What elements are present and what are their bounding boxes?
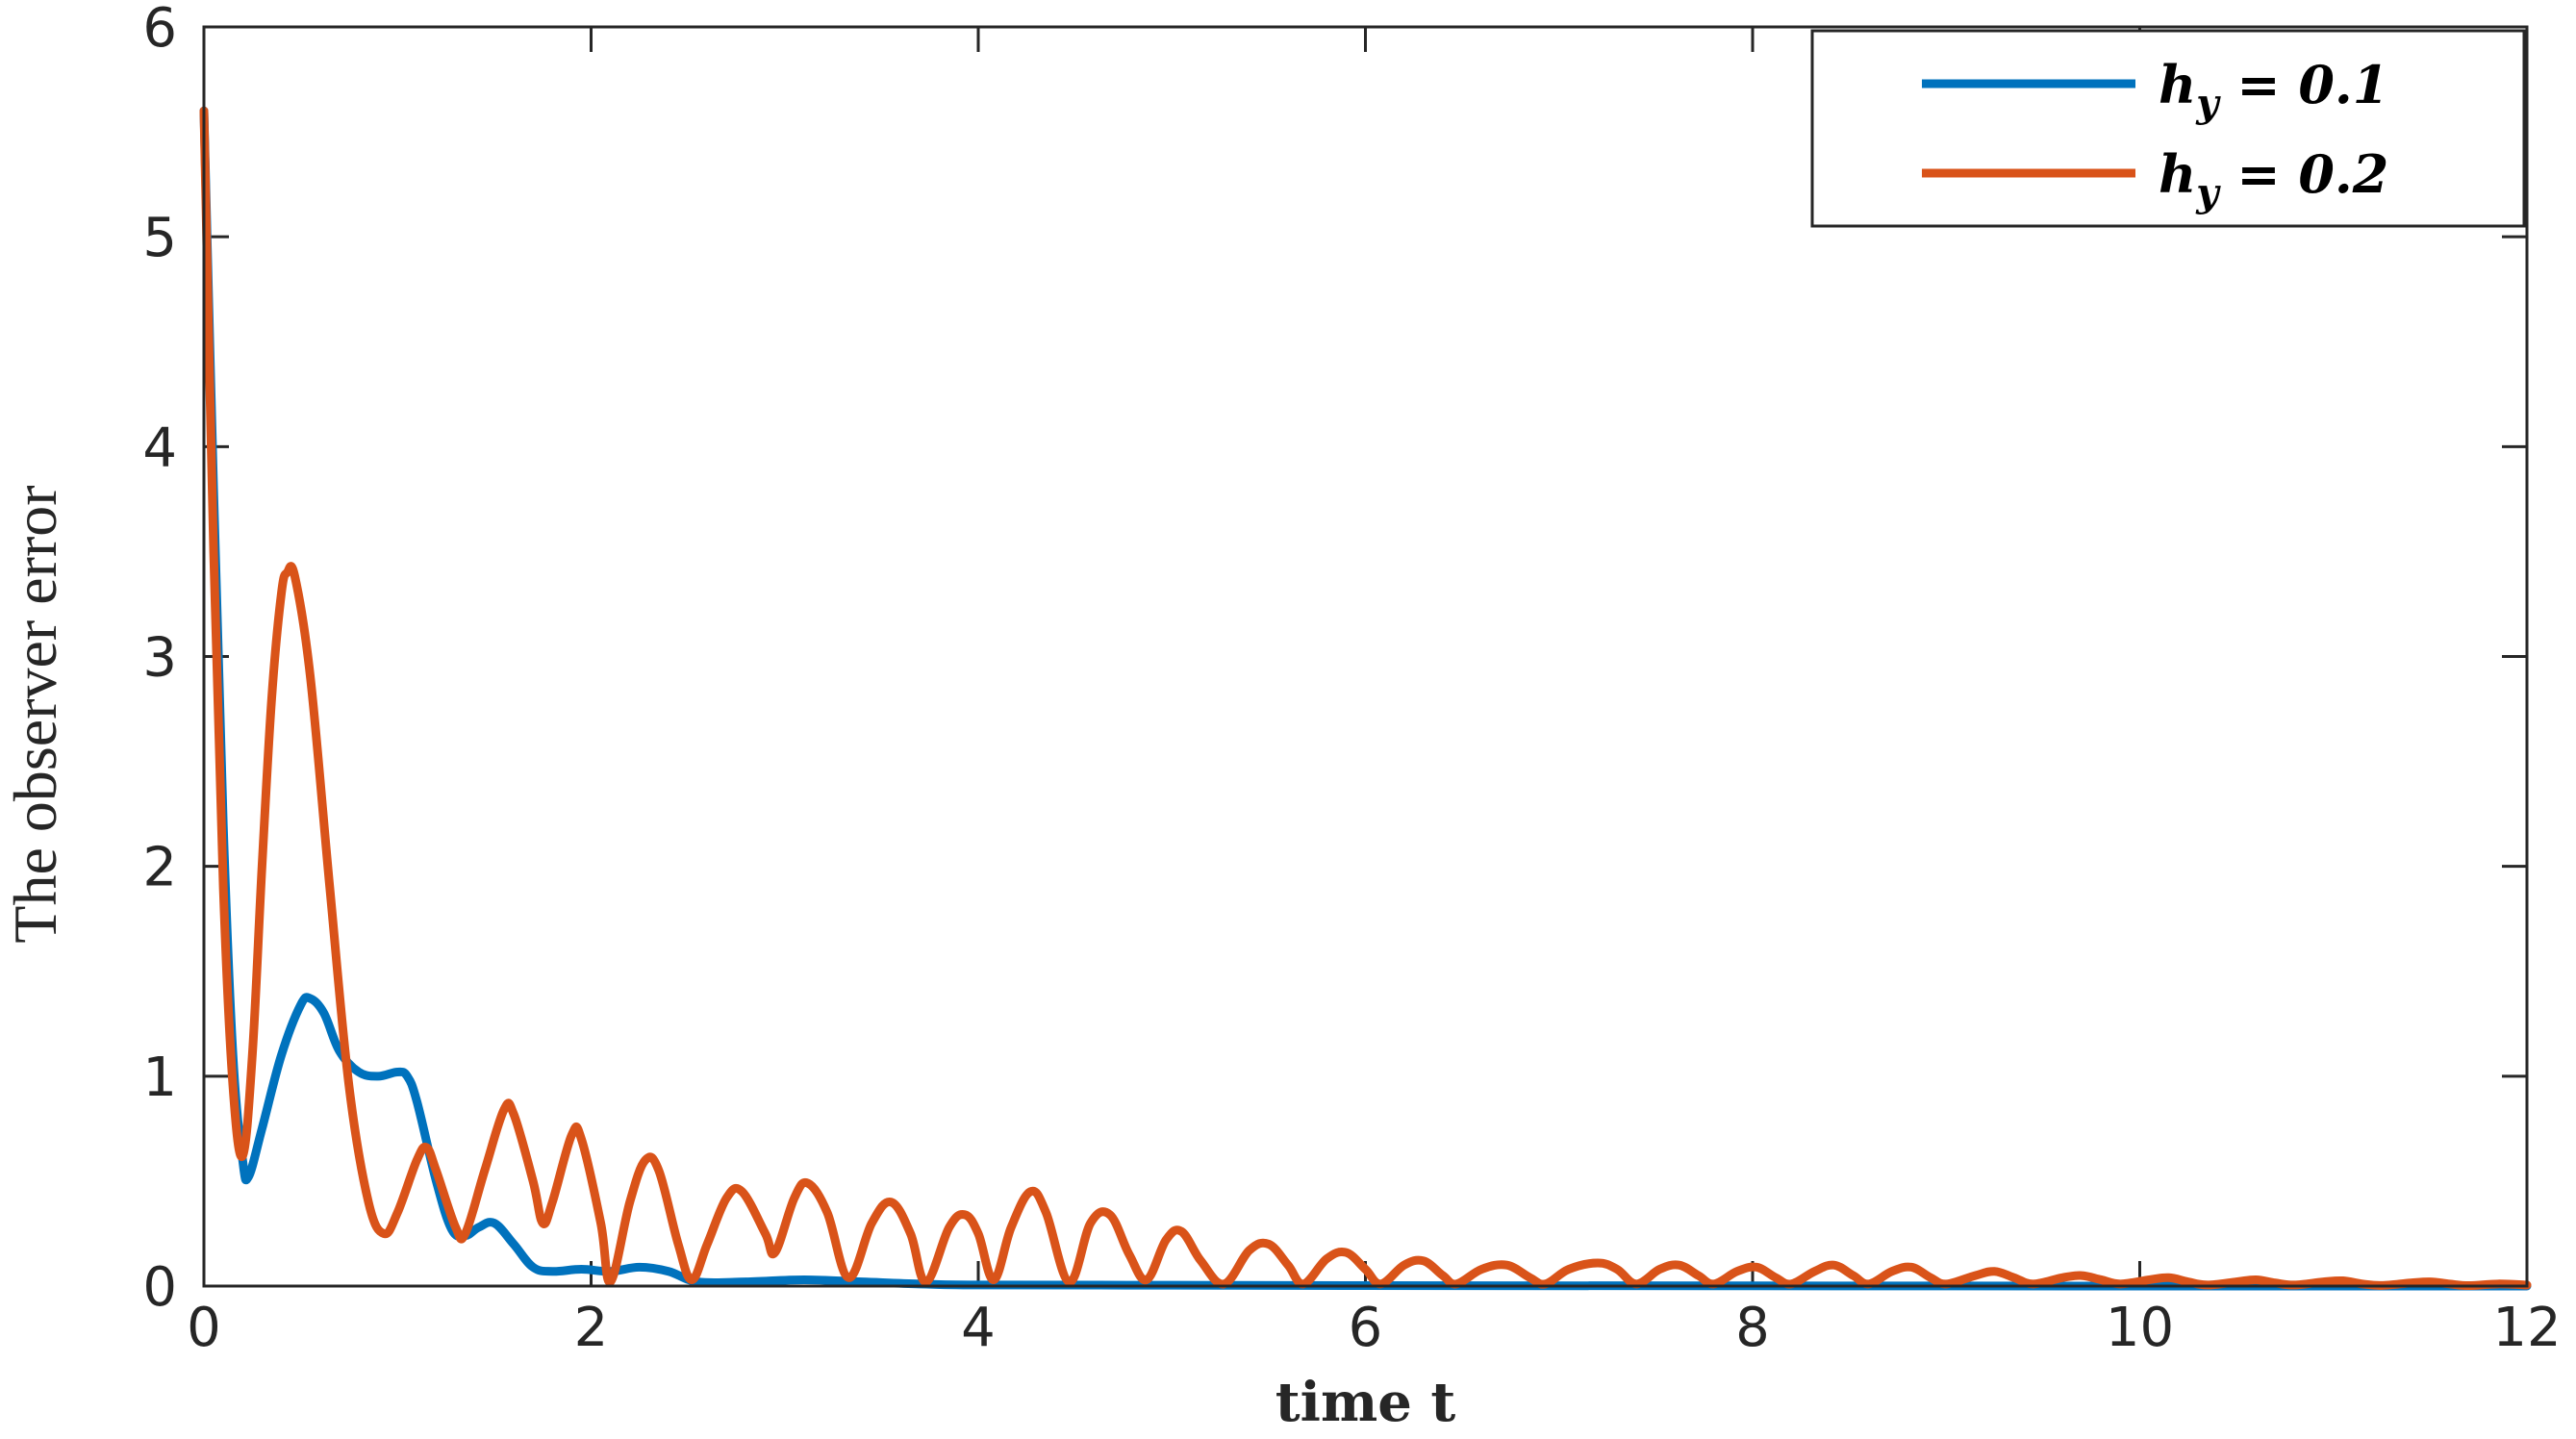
- plot-area: [204, 27, 2527, 1286]
- legend-label-2: hy = 0.2: [2159, 143, 2388, 215]
- x-axis-label: time t: [1275, 1371, 1456, 1434]
- plot-frame: [202, 25, 2529, 1288]
- x-tick-label: 8: [1735, 1297, 1770, 1359]
- y-tick-labels: 0 1 2 3 4 5 6: [142, 0, 177, 1319]
- y-tick-label: 2: [142, 837, 177, 899]
- series-line-2: [199, 106, 2532, 1291]
- y-tick-label: 0: [142, 1256, 177, 1319]
- legend-label-1: hy = 0.1: [2159, 54, 2388, 126]
- x-tick-label: 12: [2492, 1297, 2561, 1359]
- x-tick-label: 10: [2106, 1297, 2174, 1359]
- x-tick-label: 0: [187, 1297, 221, 1359]
- y-tick-label: 6: [142, 0, 177, 60]
- y-tick-label: 1: [142, 1047, 177, 1109]
- x-tick-labels: 0 2 4 6 8 10 12: [187, 1297, 2561, 1359]
- y-tick-label: 4: [142, 417, 177, 479]
- y-tick-label: 3: [142, 627, 177, 690]
- x-tick-label: 2: [574, 1297, 609, 1359]
- legend: hy = 0.1 hy = 0.2: [1810, 29, 2526, 228]
- y-tick-label: 5: [142, 207, 177, 269]
- y-axis-label: The observer error: [1, 485, 69, 943]
- x-tick-label: 4: [961, 1297, 996, 1359]
- x-tick-label: 6: [1349, 1297, 1383, 1359]
- legend-box: [1810, 29, 2526, 228]
